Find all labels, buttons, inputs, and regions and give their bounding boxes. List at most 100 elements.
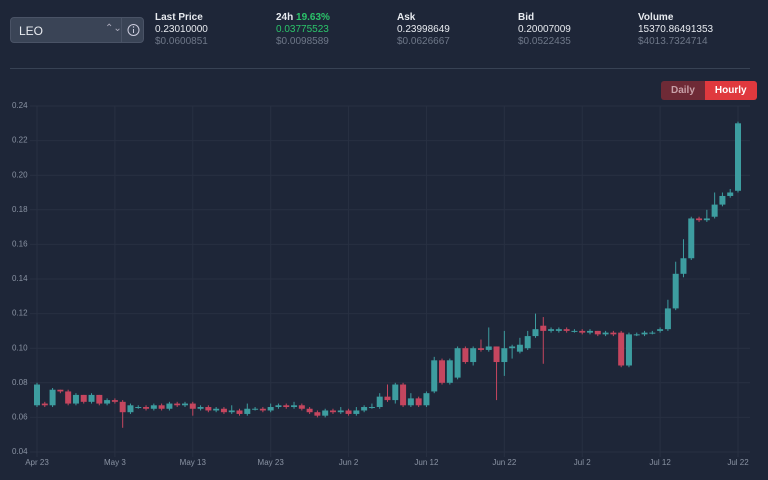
candle-body — [181, 403, 188, 406]
pair-select[interactable]: LEO ⌃⌄ — [10, 17, 144, 43]
candle-body — [407, 398, 414, 406]
stat-value: 0.23010000 — [155, 24, 208, 35]
candle-body — [641, 332, 648, 335]
x-tick-label: Apr 23 — [25, 458, 49, 467]
candle-body — [423, 393, 430, 406]
hourly-button[interactable]: Hourly — [704, 81, 757, 100]
candle-body — [34, 384, 40, 406]
info-button[interactable] — [121, 18, 145, 42]
y-tick-label: 0.06 — [12, 413, 28, 422]
divider — [10, 68, 750, 69]
candle-body — [158, 405, 165, 409]
candle-body — [345, 410, 352, 414]
candle-body — [470, 348, 477, 363]
stat-change: 19.63% — [296, 12, 330, 23]
y-tick-label: 0.10 — [12, 343, 28, 352]
x-tick-label: Jun 12 — [414, 458, 439, 467]
candle-body — [252, 408, 259, 410]
select-arrow: ⌃⌄ — [105, 23, 122, 34]
stat-value: 0.23998649 — [397, 24, 450, 35]
candle-body — [353, 410, 360, 414]
stat-value: 0.20007009 — [518, 24, 571, 35]
candle-body — [361, 407, 368, 411]
stat: Bid 0.20007009 $0.0522435 — [518, 12, 571, 48]
candle-body — [197, 407, 204, 409]
candle-body — [509, 346, 516, 349]
y-tick-label: 0.08 — [12, 378, 28, 387]
candle-body — [143, 407, 150, 409]
candle-body — [376, 396, 383, 408]
candle-body — [485, 346, 492, 350]
x-tick-label: May 3 — [104, 458, 126, 467]
stat-label: Ask — [397, 12, 416, 23]
stat-value: 0.03775523 — [276, 24, 329, 35]
candle-body — [111, 400, 118, 402]
candle-body — [174, 403, 181, 406]
candle-body — [563, 329, 570, 331]
candle-body — [259, 408, 266, 411]
y-tick-label: 0.04 — [12, 447, 28, 456]
candle-body — [88, 394, 95, 402]
candle-body — [727, 192, 734, 196]
stat: Volume 15370.86491353 $4013.7324714 — [638, 12, 713, 48]
stat-sub: $0.0600851 — [155, 36, 208, 47]
candle-body — [610, 332, 617, 335]
candle-body — [680, 258, 687, 274]
stat-value: 15370.86491353 — [638, 24, 714, 35]
candle-body — [400, 384, 407, 406]
candle-body — [213, 408, 220, 411]
candle-body — [415, 398, 422, 406]
candle-body — [618, 332, 625, 366]
stat: 24h 19.63% 0.03775523 $0.0098589 — [276, 12, 330, 48]
candle-body — [454, 348, 461, 378]
candle-body — [493, 346, 500, 363]
candle-body — [439, 360, 446, 383]
candle-body — [735, 123, 741, 191]
candle-body — [244, 408, 251, 414]
x-tick-label: Jul 12 — [649, 458, 671, 467]
candle-body — [633, 334, 640, 336]
candle-body — [72, 394, 79, 404]
candle-body — [462, 348, 469, 363]
daily-button[interactable]: Daily — [661, 81, 705, 100]
stat-label: Last Price — [155, 12, 203, 23]
candle-body — [625, 334, 632, 366]
candle-body — [166, 403, 173, 409]
candle-body — [657, 329, 664, 331]
stat-sub: $0.0626667 — [397, 36, 450, 47]
candle-body — [220, 408, 227, 413]
x-tick-label: May 23 — [258, 458, 285, 467]
y-tick-label: 0.12 — [12, 309, 28, 318]
candle-body — [431, 360, 438, 392]
candle-body — [104, 400, 111, 404]
candle-body — [703, 218, 710, 221]
candle-body — [664, 308, 671, 330]
candle-body — [446, 360, 453, 383]
pair: LEO — [19, 24, 44, 38]
candle-body — [688, 218, 695, 259]
candle-body — [306, 408, 313, 413]
y-tick-label: 0.16 — [12, 240, 28, 249]
candle-body — [127, 405, 134, 413]
y-tick-label: 0.20 — [12, 170, 28, 179]
candle-body — [96, 394, 103, 404]
candle-body — [711, 204, 718, 217]
x-tick-label: May 13 — [180, 458, 207, 467]
stat: Ask 0.23998649 $0.0626667 — [397, 12, 450, 48]
candle-body — [337, 410, 344, 413]
candle-body — [548, 329, 555, 331]
stat: Last Price 0.23010000 $0.0600851 — [155, 12, 208, 48]
candle-body — [275, 405, 282, 408]
candle-body — [135, 407, 142, 409]
candle-body — [392, 384, 399, 401]
candle-body — [516, 344, 523, 352]
candle-body — [384, 396, 391, 401]
candle-body — [501, 348, 508, 363]
candle-body — [189, 403, 196, 409]
candle-body — [57, 389, 64, 392]
candle-body — [65, 391, 72, 404]
x-tick-label: Jun 2 — [339, 458, 359, 467]
x-tick-label: Jun 22 — [492, 458, 517, 467]
stat-sub: $4013.7324714 — [638, 36, 708, 47]
